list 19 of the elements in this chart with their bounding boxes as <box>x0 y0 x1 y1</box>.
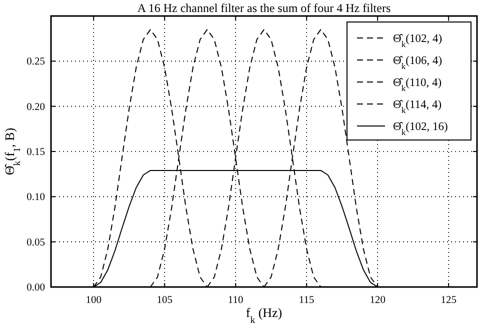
legend-label: Θ̂$_{k}$(106, 4) <box>393 55 442 71</box>
legend-label: Θ̂$_{k}$(114, 4) <box>393 99 442 115</box>
x-tick-label: 105 <box>156 295 172 306</box>
x-tick-label: 110 <box>228 295 244 306</box>
y-tick-label: 0.25 <box>26 56 45 68</box>
y-tick-label: 0.00 <box>26 282 45 294</box>
x-axis-title: f$_{k}$ (Hz) <box>246 305 282 325</box>
y-tick-label: 0.20 <box>26 102 45 113</box>
x-tick-label: 100 <box>86 295 102 306</box>
x-tick-label: 125 <box>440 295 456 306</box>
legend-label: Θ̂$_{k}$(102, 4) <box>393 33 442 49</box>
y-tick-label: 0.10 <box>26 192 45 204</box>
y-tick-label: 0.15 <box>26 147 45 158</box>
legend-label: Θ̂$_{k}$(110, 4) <box>393 77 442 93</box>
x-tick-label: 115 <box>298 295 314 306</box>
y-tick-label: 0.05 <box>26 237 45 248</box>
legend-label: Θ̂$_{k}$(102, 16) <box>393 121 448 137</box>
x-tick-label: 120 <box>370 295 386 306</box>
chart-title: A 16 Hz channel filter as the sum of four 4 Hz filters <box>137 1 391 15</box>
